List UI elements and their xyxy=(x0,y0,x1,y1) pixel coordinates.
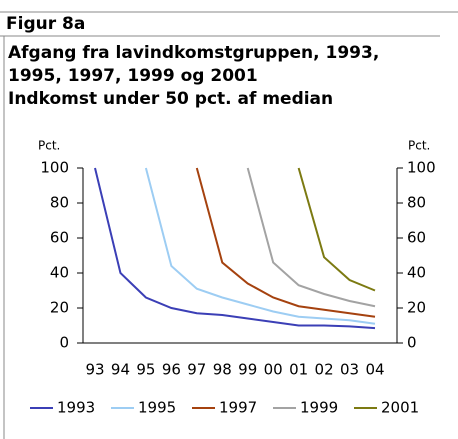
series-line xyxy=(94,167,376,330)
chart-title: Afgang fra lavindkomstgruppen, 1993, xyxy=(8,43,379,63)
x-tick-label: 97 xyxy=(187,361,206,379)
y-tick-label: 60 xyxy=(50,229,69,247)
legend-label: 1993 xyxy=(57,399,95,417)
y2-tick-label: 100 xyxy=(407,159,436,177)
x-tick-label: 02 xyxy=(315,361,334,379)
y-tick-label: 80 xyxy=(50,194,69,212)
x-tick-label: 95 xyxy=(136,361,155,379)
series-line xyxy=(297,167,376,292)
legend-label: 1997 xyxy=(219,399,257,417)
x-tick-label: 00 xyxy=(264,361,283,379)
x-tick-label: 03 xyxy=(340,361,359,379)
chart-subtitle: Indkomst under 50 pct. af median xyxy=(8,89,333,109)
x-tick-label: 04 xyxy=(365,361,384,379)
legend-label: 1999 xyxy=(300,399,338,417)
chart-title: 1995, 1997, 1999 og 2001 xyxy=(8,66,258,86)
x-tick-label: 98 xyxy=(213,361,232,379)
series-line xyxy=(246,167,376,308)
y2-tick-label: 20 xyxy=(407,299,426,317)
y-tick-label: 0 xyxy=(59,334,69,352)
y2-tick-label: 0 xyxy=(407,334,417,352)
y2-tick-label: 60 xyxy=(407,229,426,247)
x-tick-label: 93 xyxy=(85,361,104,379)
x-tick-label: 01 xyxy=(289,361,308,379)
series-line xyxy=(195,167,376,318)
legend-label: 2001 xyxy=(381,399,419,417)
figure-label: Figur 8a xyxy=(6,14,85,34)
x-tick-label: 94 xyxy=(111,361,130,379)
y2-axis-label: Pct. xyxy=(408,139,430,153)
y-tick-label: 100 xyxy=(40,159,69,177)
series-line xyxy=(144,167,376,325)
x-tick-label: 99 xyxy=(238,361,257,379)
y2-tick-label: 40 xyxy=(407,264,426,282)
x-tick-label: 96 xyxy=(162,361,181,379)
y2-tick-label: 80 xyxy=(407,194,426,212)
y-axis-label: Pct. xyxy=(38,139,60,153)
y-tick-label: 20 xyxy=(50,299,69,317)
y-tick-label: 40 xyxy=(50,264,69,282)
legend-label: 1995 xyxy=(138,399,176,417)
